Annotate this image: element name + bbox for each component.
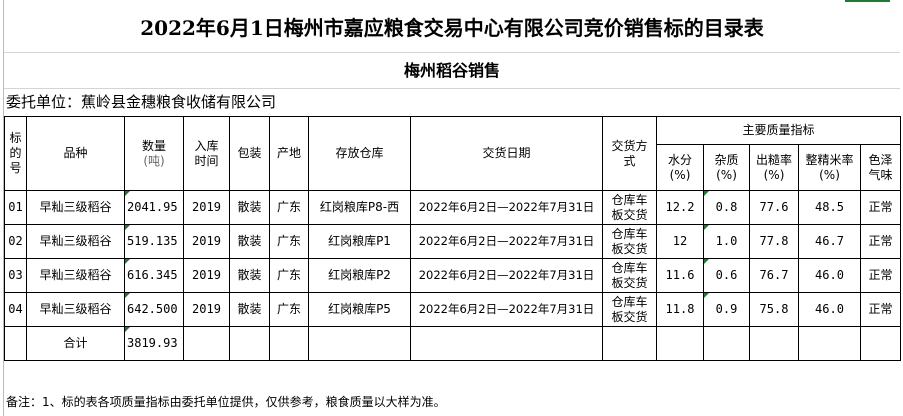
cell-year: 2019: [183, 190, 230, 225]
table-row: 02 早籼三级稻谷 519.135 2019 散装 广东 红岗粮库P1 2022年6月2日—2…: [4, 224, 901, 259]
cell-moist: 12.2: [656, 190, 704, 225]
sheet-edge: [3, 0, 4, 416]
cell-head: 46.7: [798, 224, 861, 259]
header-origin: 产地: [269, 116, 309, 191]
cell-yield: 77.6: [749, 190, 799, 225]
cell-method: 仓库车板交货: [602, 258, 657, 293]
header-lot: 标的号: [4, 116, 27, 191]
cell-pack: 散装: [229, 292, 270, 327]
cell-origin: 广东: [269, 292, 309, 327]
cell-store: 红岗粮库P2: [308, 258, 411, 293]
subtitle: 梅州稻谷销售: [4, 52, 900, 89]
header-variety: 品种: [26, 116, 125, 191]
cell-date: 2022年6月2日—2022年7月31日: [410, 258, 603, 293]
table-row: 04 早籼三级稻谷 642.500 2019 散装 广东 红岗粮库P5 2022年6月2日—2…: [4, 292, 901, 327]
cell-pack: 散装: [229, 190, 270, 225]
cell-imp: 0.8: [703, 190, 750, 225]
client-unit: 委托单位：蕉岭县金穗粮食收储有限公司: [6, 93, 277, 111]
footnote: 备注：1、标的表各项质量指标由委托单位提供，仅供参考，粮食质量以大样为准。: [6, 395, 446, 409]
header-qty: 数量 (吨): [124, 116, 184, 191]
cell-qty: 2041.95: [124, 190, 184, 225]
cell-year: 2019: [183, 292, 230, 327]
cell-year: 2019: [183, 258, 230, 293]
cell-lot: 04: [4, 292, 27, 327]
header-pack: 包装: [229, 116, 270, 191]
table-row: 01 早籼三级稻谷 2041.95 2019 散装 广东 红岗粮库P8-西 2022年6月2日…: [4, 190, 901, 225]
cell-moist: 11.6: [656, 258, 704, 293]
header-impurity: 杂质 (%): [703, 144, 750, 191]
cell-year: 2019: [183, 224, 230, 259]
cell-origin: 广东: [269, 224, 309, 259]
cell-store: 红岗粮库P8-西: [308, 190, 411, 225]
cell-moist: 11.8: [656, 292, 704, 327]
cell-head: 46.0: [798, 258, 861, 293]
header-color: 色泽气味: [860, 144, 901, 191]
cell-method: 仓库车板交货: [602, 190, 657, 225]
cell-variety: 早籼三级稻谷: [26, 292, 125, 327]
header-method: 交货方式: [602, 116, 657, 191]
cell-color: 正常: [860, 224, 901, 259]
cell-origin: 广东: [269, 190, 309, 225]
cell-date: 2022年6月2日—2022年7月31日: [410, 190, 603, 225]
header-yield: 出糙率 (%): [749, 144, 799, 191]
cell-origin: 广东: [269, 258, 309, 293]
cell-color: 正常: [860, 258, 901, 293]
total-label: 合计: [26, 326, 125, 361]
cell-lot: 02: [4, 224, 27, 259]
header-moisture: 水分 (%): [656, 144, 704, 191]
cell-method: 仓库车板交货: [602, 224, 657, 259]
cell-pack: 散装: [229, 224, 270, 259]
cell-variety: 早籼三级稻谷: [26, 224, 125, 259]
cell-head: 46.0: [798, 292, 861, 327]
cell-qty: 642.500: [124, 292, 184, 327]
selected-cell-indicator: [845, 0, 890, 2]
cell-store: 红岗粮库P5: [308, 292, 411, 327]
cell-method: 仓库车板交货: [602, 292, 657, 327]
page-title: 2022年6月1日梅州市嘉应粮食交易中心有限公司竞价销售标的目录表: [4, 0, 900, 53]
cell-imp: 0.9: [703, 292, 750, 327]
cell-lot: 03: [4, 258, 27, 293]
cell-imp: 0.6: [703, 258, 750, 293]
cell-date: 2022年6月2日—2022年7月31日: [410, 292, 603, 327]
header-year: 入库时间: [183, 116, 230, 191]
cell-imp: 1.0: [703, 224, 750, 259]
total-row: 合计 3819.93: [4, 326, 901, 361]
cell-qty: 519.135: [124, 224, 184, 259]
cell-color: 正常: [860, 292, 901, 327]
cell-moist: 12: [656, 224, 704, 259]
cell-head: 48.5: [798, 190, 861, 225]
table-row: 03 早籼三级稻谷 616.345 2019 散装 广东 红岗粮库P2 2022年6月2日—2…: [4, 258, 901, 293]
cell-yield: 77.8: [749, 224, 799, 259]
header-head-rice: 整精米率 (%): [798, 144, 861, 191]
cell-color: 正常: [860, 190, 901, 225]
cell-store: 红岗粮库P1: [308, 224, 411, 259]
header-quality: 主要质量指标: [656, 116, 901, 145]
cell-yield: 75.8: [749, 292, 799, 327]
cell-pack: 散装: [229, 258, 270, 293]
cell-lot: 01: [4, 190, 27, 225]
cell-yield: 76.7: [749, 258, 799, 293]
total-qty: 3819.93: [124, 326, 184, 361]
catalog-table: 标的号 品种 数量 (吨) 入库时间 包装 产地 存放仓库 交货日期 交货方式 主…: [4, 116, 901, 361]
cell-variety: 早籼三级稻谷: [26, 258, 125, 293]
header-date: 交货日期: [410, 116, 603, 191]
header-store: 存放仓库: [308, 116, 411, 191]
cell-qty: 616.345: [124, 258, 184, 293]
cell-date: 2022年6月2日—2022年7月31日: [410, 224, 603, 259]
cell-variety: 早籼三级稻谷: [26, 190, 125, 225]
